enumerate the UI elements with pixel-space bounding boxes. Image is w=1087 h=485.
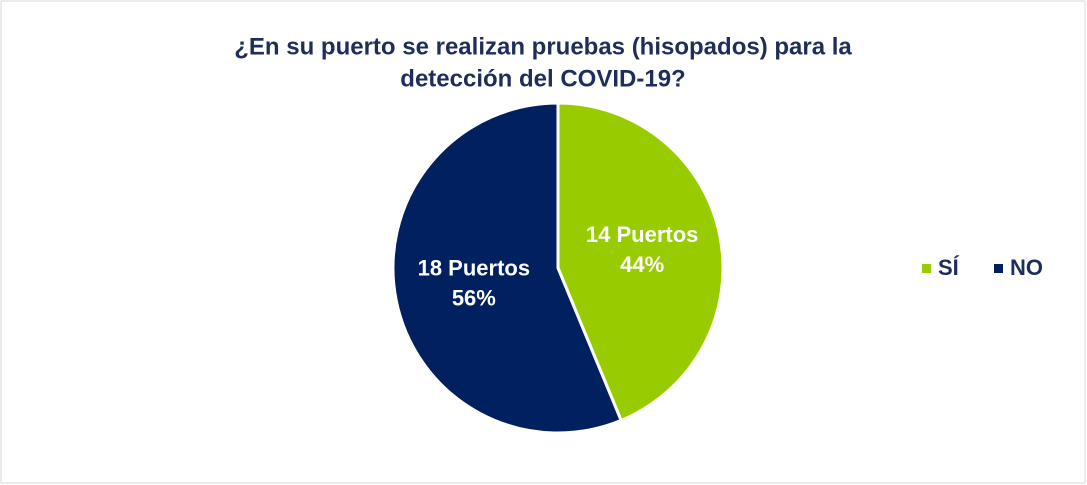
chart-title: detección del COVID-19? bbox=[400, 65, 685, 92]
legend-label: SÍ bbox=[938, 255, 960, 280]
data-label: 56% bbox=[452, 286, 496, 311]
data-label: 44% bbox=[620, 252, 664, 277]
data-label: 18 Puertos bbox=[418, 256, 531, 281]
pie-slice bbox=[556, 101, 725, 423]
legend-swatch bbox=[922, 264, 931, 273]
legend-label: NO bbox=[1010, 255, 1043, 280]
pie-slice bbox=[391, 101, 624, 435]
chart-title: ¿En su puerto se realizan pruebas (hisop… bbox=[234, 33, 852, 60]
data-label: 14 Puertos bbox=[586, 222, 699, 247]
legend-swatch bbox=[994, 264, 1003, 273]
